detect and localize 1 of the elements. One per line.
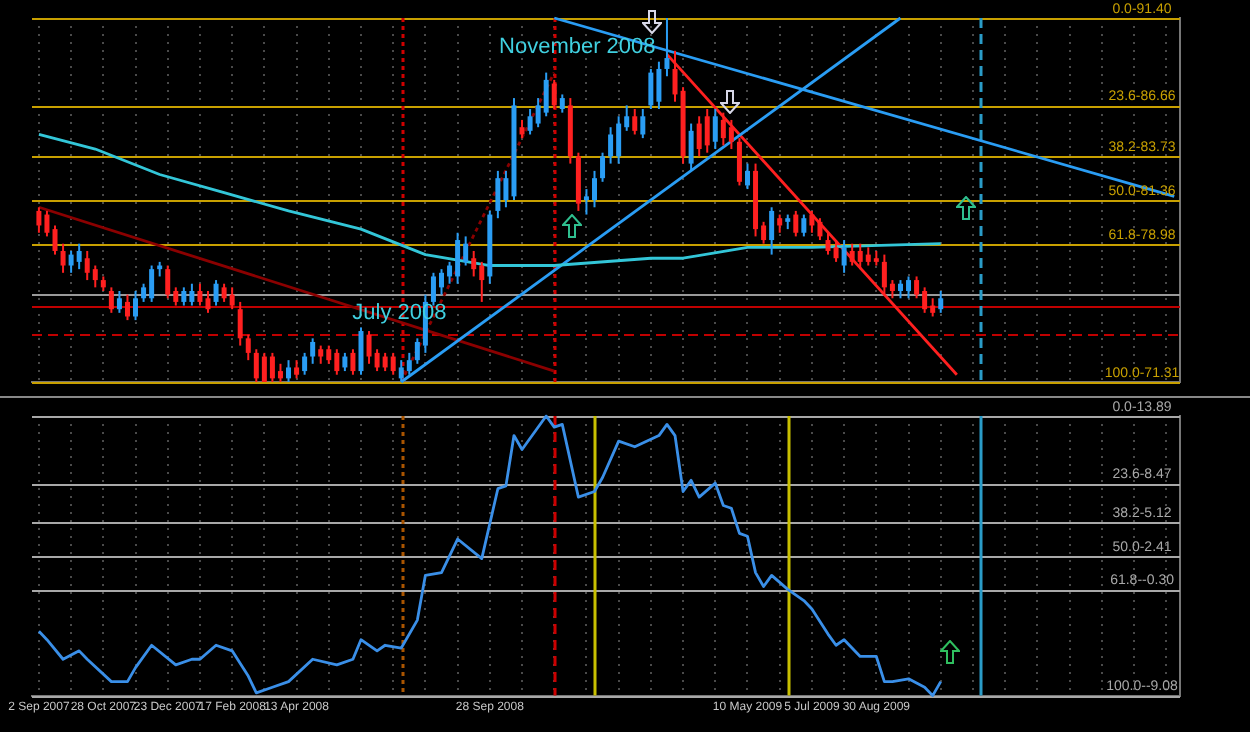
annotation: November 2008 <box>499 35 656 60</box>
